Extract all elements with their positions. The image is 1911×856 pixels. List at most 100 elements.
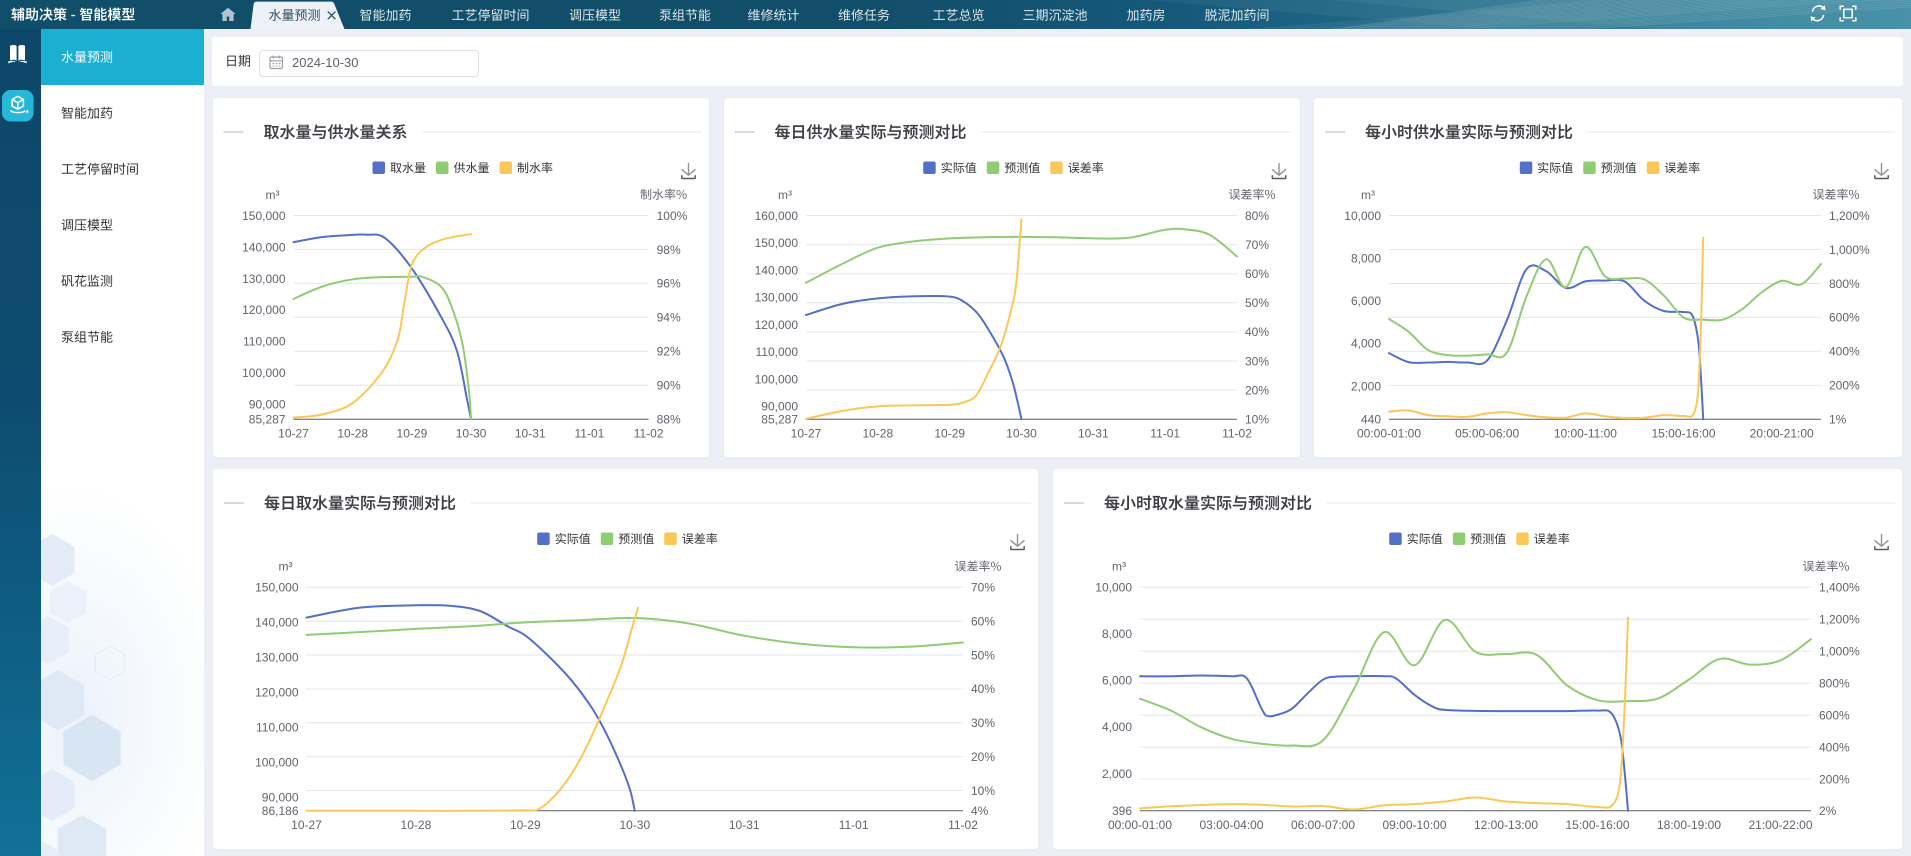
svg-text:1%: 1%	[1829, 413, 1847, 427]
svg-text:2,000: 2,000	[1351, 379, 1381, 393]
svg-text:20%: 20%	[971, 750, 995, 764]
svg-text:10-27: 10-27	[791, 427, 822, 441]
svg-text:10%: 10%	[1245, 413, 1269, 427]
svg-text:70%: 70%	[971, 581, 995, 595]
svg-text:140,000: 140,000	[255, 616, 299, 630]
svg-text:18:00-19:00: 18:00-19:00	[1657, 818, 1721, 832]
svg-text:6,000: 6,000	[1102, 674, 1132, 688]
svg-text:05:00-06:00: 05:00-06:00	[1455, 427, 1519, 441]
svg-text:100,000: 100,000	[242, 366, 286, 380]
svg-text:4,000: 4,000	[1351, 337, 1381, 351]
svg-text:15:00-16:00: 15:00-16:00	[1651, 427, 1715, 441]
svg-text:90%: 90%	[657, 379, 681, 393]
svg-text:11-02: 11-02	[948, 818, 978, 832]
svg-text:120,000: 120,000	[255, 686, 299, 700]
svg-text:11-02: 11-02	[634, 427, 664, 441]
svg-text:10-29: 10-29	[397, 427, 428, 441]
svg-text:10-27: 10-27	[278, 427, 309, 441]
svg-text:110,000: 110,000	[256, 721, 299, 735]
svg-text:10-27: 10-27	[291, 818, 322, 832]
svg-text:10-29: 10-29	[934, 427, 965, 441]
svg-text:10%: 10%	[971, 784, 995, 798]
svg-text:120,000: 120,000	[755, 318, 799, 332]
svg-text:140,000: 140,000	[755, 263, 799, 277]
svg-text:1,200%: 1,200%	[1829, 209, 1870, 223]
svg-text:11-01: 11-01	[574, 427, 604, 441]
svg-text:150,000: 150,000	[255, 581, 299, 595]
svg-text:396: 396	[1112, 804, 1132, 818]
svg-text:60%: 60%	[971, 615, 995, 629]
svg-text:40%: 40%	[971, 682, 995, 696]
svg-text:140,000: 140,000	[242, 240, 286, 254]
svg-text:85,287: 85,287	[249, 413, 286, 427]
svg-text:00:00-01:00: 00:00-01:00	[1108, 818, 1172, 832]
svg-text:10-28: 10-28	[337, 427, 368, 441]
svg-text:12:00-13:00: 12:00-13:00	[1474, 818, 1538, 832]
svg-text:11-01: 11-01	[839, 818, 869, 832]
svg-text:150,000: 150,000	[242, 209, 286, 223]
svg-text:4,000: 4,000	[1102, 720, 1132, 734]
svg-text:60%: 60%	[1245, 267, 1269, 281]
svg-text:20:00-21:00: 20:00-21:00	[1750, 427, 1814, 441]
svg-text:11-01: 11-01	[1150, 427, 1180, 441]
svg-text:10,000: 10,000	[1344, 209, 1381, 223]
svg-text:150,000: 150,000	[755, 236, 799, 250]
svg-text:m³: m³	[266, 188, 280, 202]
svg-text:100,000: 100,000	[755, 372, 799, 386]
svg-text:600%: 600%	[1819, 709, 1850, 723]
svg-text:4%: 4%	[971, 804, 989, 818]
svg-text:85,287: 85,287	[761, 413, 798, 427]
svg-text:10-30: 10-30	[619, 818, 650, 832]
svg-text:130,000: 130,000	[242, 272, 286, 286]
svg-text:2,000: 2,000	[1102, 767, 1132, 781]
svg-text:120,000: 120,000	[242, 303, 286, 317]
svg-text:80%: 80%	[1245, 209, 1269, 223]
svg-text:2%: 2%	[1819, 804, 1837, 818]
svg-text:1,400%: 1,400%	[1819, 581, 1860, 595]
svg-text:10:00-11:00: 10:00-11:00	[1554, 427, 1617, 441]
svg-text:90,000: 90,000	[249, 398, 286, 412]
svg-text:160,000: 160,000	[755, 209, 799, 223]
svg-text:10,000: 10,000	[1095, 581, 1132, 595]
svg-text:11-02: 11-02	[1222, 427, 1252, 441]
svg-text:600%: 600%	[1829, 311, 1860, 325]
svg-text:800%: 800%	[1819, 677, 1850, 691]
svg-text:m³: m³	[1361, 188, 1375, 202]
svg-text:92%: 92%	[657, 345, 681, 359]
svg-text:8,000: 8,000	[1351, 251, 1381, 265]
svg-text:20%: 20%	[1245, 383, 1269, 397]
svg-text:m³: m³	[778, 188, 792, 202]
svg-text:1,200%: 1,200%	[1819, 613, 1860, 627]
svg-text:00:00-01:00: 00:00-01:00	[1357, 427, 1421, 441]
svg-text:86,186: 86,186	[262, 804, 299, 818]
svg-text:10-31: 10-31	[515, 427, 546, 441]
svg-text:200%: 200%	[1829, 379, 1860, 393]
svg-text:400%: 400%	[1829, 345, 1860, 359]
svg-text:50%: 50%	[1245, 296, 1269, 310]
svg-text:10-31: 10-31	[1078, 427, 1109, 441]
svg-text:10-30: 10-30	[1006, 427, 1037, 441]
svg-text:110,000: 110,000	[756, 345, 799, 359]
svg-text:30%: 30%	[971, 716, 995, 730]
svg-text:70%: 70%	[1245, 238, 1269, 252]
svg-text:98%: 98%	[657, 243, 681, 257]
svg-text:06:00-07:00: 06:00-07:00	[1291, 818, 1355, 832]
svg-text:130,000: 130,000	[255, 651, 299, 665]
svg-text:130,000: 130,000	[755, 291, 799, 305]
svg-text:10-30: 10-30	[456, 427, 487, 441]
svg-text:03:00-04:00: 03:00-04:00	[1199, 818, 1263, 832]
svg-text:2024-10-30: 2024-10-30	[292, 55, 359, 70]
svg-text:50%: 50%	[971, 648, 995, 662]
svg-text:100%: 100%	[657, 209, 688, 223]
svg-text:440: 440	[1361, 413, 1381, 427]
svg-text:10-28: 10-28	[862, 427, 893, 441]
svg-text:1,000%: 1,000%	[1819, 645, 1860, 659]
svg-text:21:00-22:00: 21:00-22:00	[1748, 818, 1812, 832]
svg-text:10-31: 10-31	[729, 818, 760, 832]
svg-text:40%: 40%	[1245, 325, 1269, 339]
svg-text:1,000%: 1,000%	[1829, 243, 1870, 257]
svg-text:8,000: 8,000	[1102, 627, 1132, 641]
svg-text:m³: m³	[1112, 560, 1126, 574]
svg-text:15:00-16:00: 15:00-16:00	[1565, 818, 1629, 832]
svg-text:88%: 88%	[657, 413, 681, 427]
